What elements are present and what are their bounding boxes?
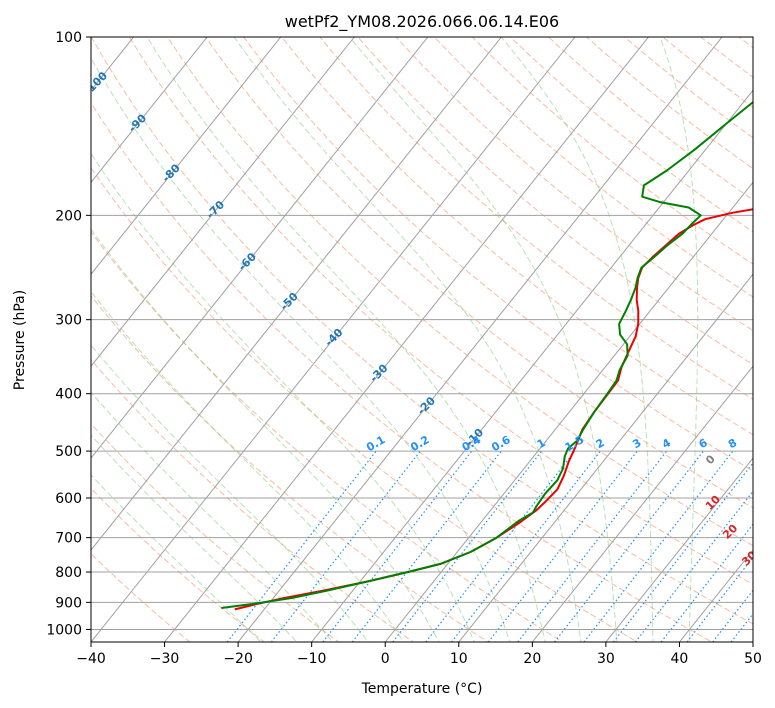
mixing-ratio-line [712, 589, 753, 642]
isotherm [384, 181, 753, 642]
dry-adiabat [91, 101, 713, 642]
isotherm [91, 37, 429, 459]
mixing-ratio-line [322, 450, 473, 642]
x-tick-label: 10 [450, 651, 468, 667]
mixing-ratio-line [425, 450, 576, 642]
dry-adiabat [91, 295, 489, 642]
isotherm [91, 37, 282, 276]
mixing-ratio-line [517, 450, 668, 642]
isotherms [91, 37, 753, 642]
y-axis-label: Pressure (hPa) [12, 290, 28, 390]
dry-adiabat [281, 37, 753, 436]
mixing-ratio-line [226, 450, 377, 642]
y-tick-label: 700 [55, 531, 82, 547]
isotherm [91, 37, 355, 367]
x-tick-label: −20 [223, 651, 253, 667]
y-tick-label: 900 [55, 595, 82, 611]
mixing-ratio-line [634, 490, 753, 642]
y-tick-label: 400 [55, 387, 82, 403]
isotherm [91, 37, 502, 551]
x-tick-label: −40 [76, 651, 106, 667]
dewpoint-profile [221, 100, 753, 609]
mixing-ratio-line [554, 450, 704, 642]
mixing-ratio-line [583, 450, 734, 642]
x-tick-label: 50 [744, 651, 762, 667]
dry-adiabat [357, 37, 753, 366]
dry-adiabat [91, 231, 564, 642]
dry-adiabat [91, 358, 415, 642]
x-tick-label: −10 [297, 651, 327, 667]
isotherm [164, 37, 649, 642]
isotherm [531, 365, 753, 642]
mixing-ratio-line [660, 523, 753, 642]
mixing-ratio-line [392, 450, 543, 642]
y-tick-label: 200 [55, 208, 82, 224]
dry-adiabat [91, 166, 639, 642]
y-tick-label: 100 [55, 30, 82, 46]
dry-adiabat [91, 37, 753, 625]
isotherm [605, 457, 753, 642]
isotherm [311, 89, 753, 642]
mixing-ratio-line [451, 450, 601, 642]
mixing-ratio-line [351, 450, 502, 642]
plot-frame [90, 36, 754, 643]
dry-adiabat [91, 553, 191, 642]
x-tick-label: −30 [150, 651, 180, 667]
isotherm [458, 273, 753, 642]
profiles [221, 100, 753, 611]
x-tick-label: 0 [381, 651, 390, 667]
x-axis-label: Temperature (°C) [361, 681, 483, 697]
y-tick-label: 1000 [46, 622, 82, 638]
y-axis: 1000 900 800 700 600 500 400 300 200 100 [46, 30, 91, 638]
isotherm [91, 37, 208, 184]
isobars [91, 37, 753, 630]
chart-title: wetPf2_YM08.2026.066.06.14.E06 [285, 12, 559, 32]
dry-adiabat [204, 37, 753, 509]
x-axis: −40 −30 −20 −10 0 10 20 30 40 50 [76, 642, 762, 667]
x-tick-label: 20 [523, 651, 541, 667]
mixing-ratio-line [612, 462, 753, 642]
y-tick-label: 600 [55, 491, 82, 507]
y-tick-label: 800 [55, 565, 82, 581]
isotherm [91, 37, 576, 642]
dry-adiabat [433, 37, 753, 298]
isotherm [237, 37, 723, 642]
y-tick-label: 500 [55, 444, 82, 460]
mixing-ratio-line [487, 450, 638, 642]
dry-adiabats [91, 37, 753, 642]
mixing-ratio-line [686, 556, 753, 642]
x-tick-label: 40 [671, 651, 689, 667]
mixing-ratio-lines [226, 450, 753, 642]
x-tick-label: 30 [597, 651, 615, 667]
dry-adiabat [128, 37, 753, 585]
plot-background [91, 37, 753, 642]
mixing-ratio-line [270, 450, 421, 642]
dry-adiabat [91, 423, 340, 642]
y-tick-label: 300 [55, 313, 82, 329]
